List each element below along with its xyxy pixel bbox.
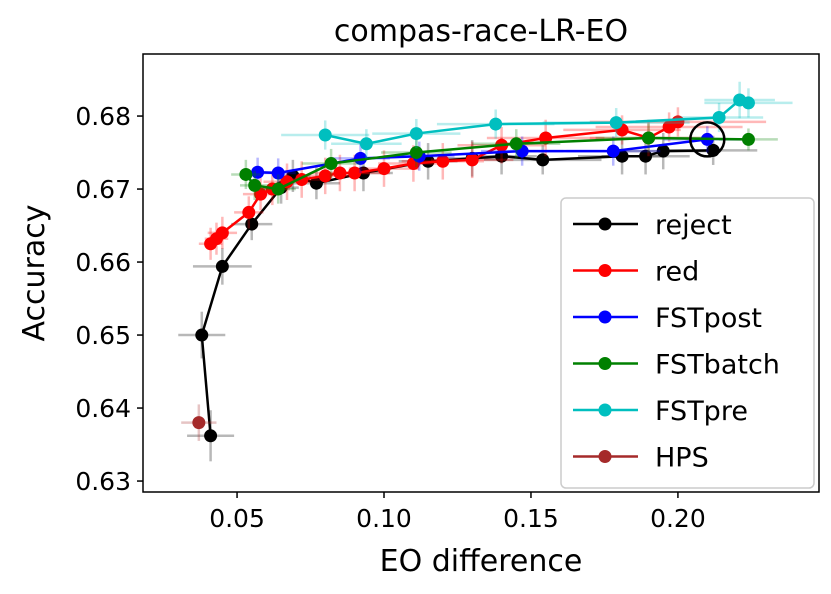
data-point [324,157,338,170]
legend-marker [598,264,612,277]
data-point [248,178,262,192]
data-point [489,117,503,131]
data-point [239,167,253,181]
y-tick-label: 0.65 [75,321,131,350]
data-point [271,166,285,180]
legend-marker [598,357,612,370]
data-point [251,165,265,179]
legend-label: FSTbatch [655,350,780,381]
legend-item-FSTbatch: FSTbatch [573,350,780,381]
data-point [215,259,229,273]
data-point [741,96,755,110]
data-point [318,128,332,142]
data-point [359,137,373,151]
data-point [536,153,550,167]
legend-marker [598,450,612,463]
y-tick-label: 0.68 [75,102,131,131]
legend-label: FSTpost [655,303,762,334]
data-point [712,111,726,125]
data-point [639,149,653,163]
legend-marker [598,217,612,231]
data-point [436,154,450,168]
x-axis-label: EO difference [380,544,583,579]
legend-item-red: red [573,257,699,288]
data-point [656,144,670,158]
highlight-circle [689,121,726,158]
data-point [642,131,656,145]
data-point [741,132,755,146]
data-point [192,416,206,430]
data-point [204,429,218,443]
legend-item-HPS: HPS [573,443,709,474]
data-point [271,182,285,196]
data-point [245,217,259,231]
data-point [377,162,391,176]
x-tick-label: 0.15 [503,504,559,533]
plot-area [178,81,793,462]
x-axis: 0.05 0.10 0.15 0.20 [209,492,706,533]
data-point [348,166,362,180]
data-point [509,137,523,151]
y-tick-label: 0.63 [75,467,131,496]
legend-item-FSTpost: FSTpost [573,303,762,334]
y-axis: 0.63 0.64 0.65 0.66 0.67 0.68 [75,102,143,496]
legend-marker [598,310,612,324]
data-point [333,166,347,180]
legend-label: FSTpre [655,396,748,427]
data-point [409,127,423,141]
data-point [606,144,620,158]
data-point [195,328,209,342]
data-point [409,146,423,160]
legend-marker [598,403,612,417]
y-axis-label: Accuracy [17,205,52,342]
data-point [353,151,367,165]
data-point [309,176,323,190]
y-tick-label: 0.64 [75,394,131,423]
x-tick-label: 0.20 [650,504,706,533]
legend-label: red [655,257,699,288]
series-FSTbatch [231,123,778,204]
series-red [198,107,767,260]
legend-label: HPS [655,443,709,474]
plot-frame [142,53,820,493]
chart-title: compas-race-LR-EO [334,14,628,49]
data-point [465,153,479,167]
legend-label: reject [655,210,732,241]
data-point [318,169,332,183]
legend: reject red FSTpost FSTbatch FSTpre HPS [560,197,815,489]
y-tick-label: 0.67 [75,175,131,204]
legend-item-reject: reject [573,210,732,241]
data-point [242,205,256,219]
y-tick-label: 0.66 [75,248,131,277]
data-point [215,226,229,240]
data-point [609,116,623,130]
x-tick-label: 0.10 [356,504,412,533]
series-FSTpre [281,81,793,159]
legend-item-FSTpre: FSTpre [573,396,748,427]
x-tick-label: 0.05 [209,504,265,533]
series-HPS [181,404,217,441]
